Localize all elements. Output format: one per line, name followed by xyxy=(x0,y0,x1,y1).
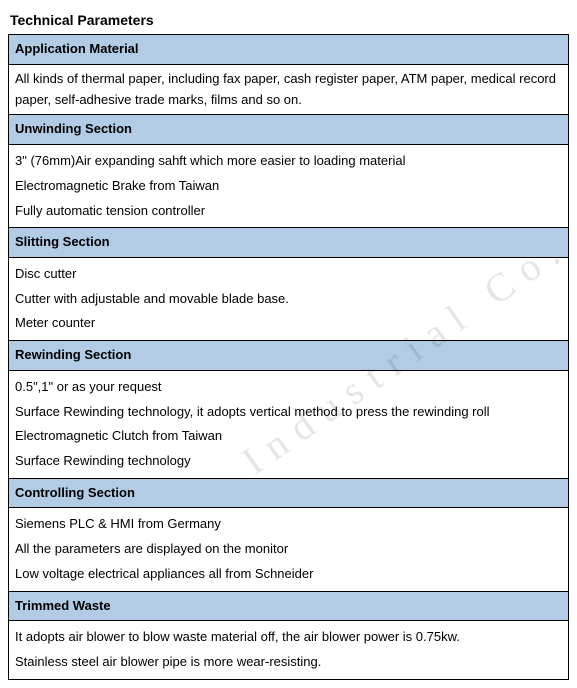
section-header: Application Material xyxy=(9,35,569,65)
section-header: Trimmed Waste xyxy=(9,591,569,621)
section-header: Rewinding Section xyxy=(9,341,569,371)
section-content: 3" (76mm)Air expanding sahft which more … xyxy=(9,145,569,228)
parameters-table: Application MaterialAll kinds of thermal… xyxy=(8,34,569,680)
page-title: Technical Parameters xyxy=(8,8,569,34)
section-content: Siemens PLC & HMI from GermanyAll the pa… xyxy=(9,508,569,591)
section-content: All kinds of thermal paper, including fa… xyxy=(9,64,569,115)
section-content: It adopts air blower to blow waste mater… xyxy=(9,621,569,679)
section-content: 0.5",1" or as your requestSurface Rewind… xyxy=(9,370,569,478)
section-header: Slitting Section xyxy=(9,228,569,258)
section-header: Controlling Section xyxy=(9,478,569,508)
section-header: Unwinding Section xyxy=(9,115,569,145)
section-content: Disc cutterCutter with adjustable and mo… xyxy=(9,258,569,341)
